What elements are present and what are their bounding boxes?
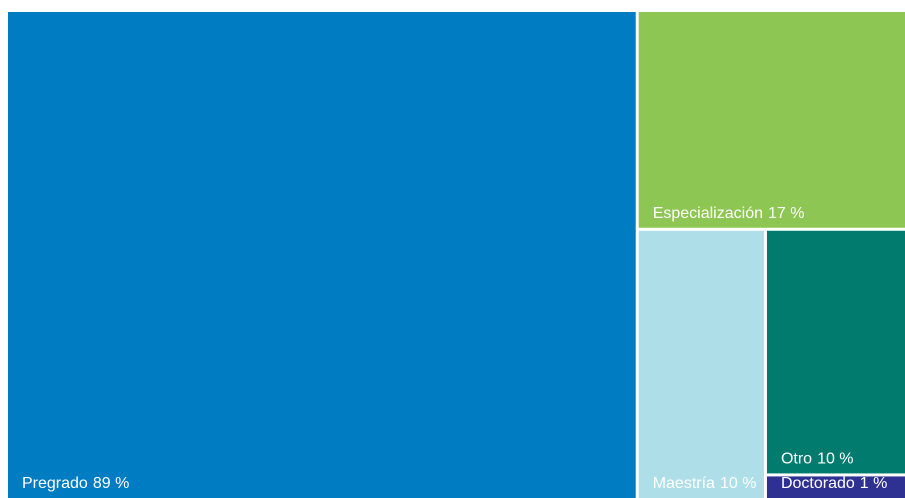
cell-value: 10 %	[720, 475, 756, 492]
cell-label: Pregrado 89 %	[22, 475, 129, 492]
treemap-cell	[766, 476, 905, 498]
cell-value: 10 %	[817, 450, 853, 467]
cell-name: Otro	[781, 450, 812, 467]
cell-name: Maestría	[653, 475, 715, 492]
cell-value: 89 %	[93, 475, 129, 492]
cell-label: Especialización 17 %	[653, 205, 805, 222]
cell-label: Maestría 10 %	[653, 475, 757, 492]
cell-value: 1 %	[860, 475, 888, 492]
treemap-cell	[8, 12, 636, 498]
cell-value: 17 %	[768, 205, 804, 222]
treemap-cell	[638, 12, 905, 228]
cell-label: Doctorado 1 %	[781, 475, 887, 492]
cell-label: Otro 10 %	[781, 450, 854, 467]
cell-name: Pregrado	[22, 475, 88, 492]
cell-name: Doctorado	[781, 475, 855, 492]
cell-name: Especialización	[653, 205, 763, 222]
treemap-cell	[638, 230, 764, 498]
treemap-cell	[766, 230, 905, 474]
